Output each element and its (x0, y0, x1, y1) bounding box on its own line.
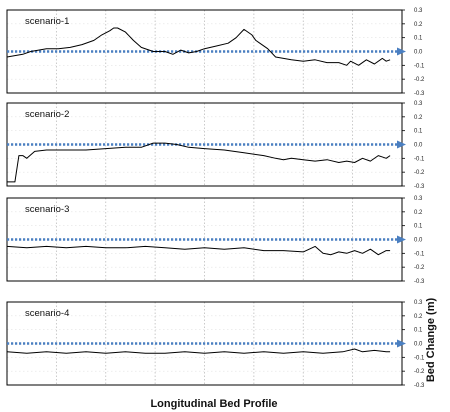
y-tick-label: -0.3 (414, 91, 425, 97)
y-tick-label: 0.1 (414, 224, 423, 230)
reference-arrow-marker (397, 235, 406, 244)
y-tick-label: -0.2 (414, 77, 425, 83)
bed-profile-line (6, 348, 391, 354)
bed-profile-line (7, 142, 391, 183)
panel-1: 0.3 0.2 0.1 0.0 -0.1 -0.2 -0.3 scenario-1 (6, 8, 425, 97)
panel-2: 0.3 0.2 0.1 0.0 -0.1 -0.2 -0.3 scenario-2 (6, 101, 425, 190)
chart-panels: 0.3 0.2 0.1 0.0 -0.1 -0.2 -0.3 scenario-1 0.3 0.2… (6, 8, 425, 389)
y-tick-label: 0.0 (414, 342, 423, 348)
y-tick-label: -0.2 (414, 369, 425, 375)
reference-arrow-marker (397, 47, 406, 56)
y-tick-label: -0.2 (414, 265, 425, 271)
y-tick-label: 0.0 (414, 143, 423, 149)
y-tick-label: -0.3 (414, 279, 425, 285)
y-tick-label: 0.1 (414, 36, 423, 42)
y-tick-label: 0.1 (414, 328, 423, 334)
y-tick-label: -0.1 (414, 355, 425, 361)
y-tick-label: 0.2 (414, 115, 423, 121)
y-axis-title: Bed Change (m) (425, 297, 437, 382)
bed-profile-line (6, 245, 391, 256)
y-tick-label: 0.3 (414, 300, 423, 306)
x-axis-title: Longitudinal Bed Profile (150, 398, 277, 410)
panel-label: scenario-3 (25, 204, 69, 215)
y-tick-label: 0.0 (414, 50, 423, 56)
panel-4: 0.3 0.2 0.1 0.0 -0.1 -0.2 -0.3 scenario-4 (6, 300, 425, 389)
y-tick-label: -0.1 (414, 63, 425, 69)
y-tick-label: -0.1 (414, 251, 425, 257)
y-tick-label: -0.2 (414, 170, 425, 176)
panel-label: scenario-2 (25, 109, 69, 120)
y-tick-label: 0.2 (414, 314, 423, 320)
reference-arrow-marker (397, 140, 406, 149)
y-tick-label: 0.2 (414, 210, 423, 216)
panel-label: scenario-1 (25, 16, 69, 27)
y-tick-label: 0.2 (414, 22, 423, 28)
panel-3: 0.3 0.2 0.1 0.0 -0.1 -0.2 -0.3 scenario-3 (6, 196, 425, 285)
y-tick-label: 0.1 (414, 129, 423, 135)
y-tick-label: -0.1 (414, 156, 425, 162)
panel-label: scenario-4 (25, 308, 69, 319)
y-tick-label: 0.3 (414, 196, 423, 202)
reference-arrow-marker (397, 339, 406, 348)
y-tick-label: 0.0 (414, 238, 423, 244)
y-tick-label: -0.3 (414, 383, 425, 389)
y-tick-label: -0.3 (414, 184, 425, 190)
y-tick-label: 0.3 (414, 8, 423, 14)
y-tick-label: 0.3 (414, 101, 423, 107)
bed-profile-line (6, 27, 391, 66)
